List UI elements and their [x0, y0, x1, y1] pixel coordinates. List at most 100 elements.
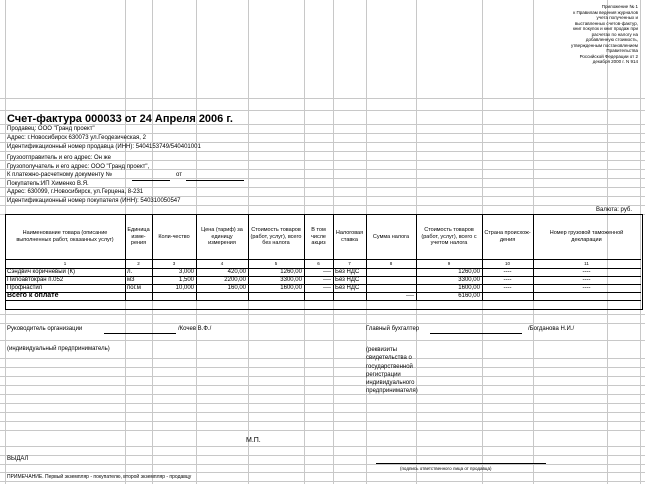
grid-row-line	[0, 376, 645, 377]
table-border	[5, 214, 643, 310]
head-signature-line	[104, 333, 176, 334]
header-gtd: Номер грузовой таможенной декларации	[549, 230, 624, 243]
cell-country: ----	[503, 269, 512, 275]
payment-date-line	[186, 180, 244, 181]
note-line: к Правилам ведения журналов	[573, 9, 638, 15]
accountant-signature-line	[430, 333, 522, 334]
grid-row-line	[0, 472, 645, 473]
cell-name: Сэндвич коричневый (К)	[7, 269, 76, 275]
seller: Продавец: ООО "Гранд проект"	[7, 126, 95, 132]
note-line: книг покупок и книг продаж при	[572, 26, 638, 31]
legal-note: Приложение № 1 к Правилам ведения журнал…	[520, 4, 638, 65]
header-name: Наименование товара (описание выполненны…	[16, 230, 114, 243]
cell-price: 2200,00	[224, 277, 246, 283]
head-label: Руководитель организации	[7, 326, 83, 332]
grid-row-line	[0, 430, 645, 431]
cell-qty: 3,000	[178, 269, 194, 275]
issued-signature-line	[376, 463, 546, 464]
column-number: 10	[504, 261, 510, 266]
shipper: Грузоотправитель и его адрес: Он же	[7, 155, 111, 161]
header-qty: Коли-чество	[158, 233, 190, 240]
cell-cost: 1260,00	[280, 269, 302, 275]
accountant-label: Главный бухгалтер	[366, 326, 420, 332]
column-number: 5	[274, 261, 278, 266]
accountant-name: /Богданова Н.И./	[528, 326, 575, 332]
table-column-line	[152, 214, 153, 300]
table-column-line	[416, 214, 417, 300]
column-number: 7	[348, 261, 351, 266]
grid-row-line	[0, 178, 645, 179]
table-column-line	[125, 214, 126, 300]
head-name: /Кочев В.Ф./	[178, 326, 212, 332]
column-number: 11	[584, 261, 589, 266]
note-line: декабря 2000 г. N 914	[592, 59, 638, 64]
grid-row-line	[0, 464, 645, 465]
cell-qty: 10,000	[175, 285, 194, 291]
header-cost: Стоимость товаров (работ, услуг), всего …	[250, 227, 302, 247]
total-sum: 6160,00	[458, 293, 480, 299]
table-column-line	[366, 214, 367, 300]
grid-row-line	[0, 196, 645, 197]
note-line: учета полученных и	[596, 15, 639, 20]
table-column-line	[248, 214, 249, 300]
issued-label: ВЫДАЛ	[7, 456, 29, 462]
grid-row-line	[0, 421, 645, 422]
header-country: Страна происхож-дения	[484, 230, 531, 243]
table-column-line	[533, 214, 534, 300]
note-line: утвержденным постановлением	[570, 42, 638, 48]
grid-row-line	[0, 367, 645, 368]
grid-row-line	[0, 142, 645, 143]
cell-rate: Без НДС	[335, 285, 360, 291]
header-rate: Налоговая ставка	[335, 230, 364, 243]
note-line: Приложение № 1	[601, 4, 638, 9]
seller-inn: Идентификационный номер продавца (ИНН): …	[7, 144, 201, 150]
cell-rate: Без НДС	[335, 269, 360, 275]
cell-price: 420,00	[227, 269, 246, 275]
stamp-label: М.П.	[246, 437, 261, 444]
table-column-line	[333, 214, 334, 300]
cell-excise: ----	[323, 277, 331, 283]
cell-cost: 1600,00	[280, 285, 302, 291]
total-label: Всего к оплате	[7, 292, 59, 299]
grid-row-line	[0, 314, 645, 315]
table-row-line	[5, 276, 641, 277]
column-number: 6	[317, 261, 320, 266]
table-column-line	[196, 214, 197, 300]
cell-country: ----	[503, 277, 512, 283]
requisites-label: (реквизиты свидетельства о государственн…	[366, 347, 418, 395]
column-number: 4	[220, 261, 224, 266]
column-number: 1	[63, 261, 67, 266]
currency: Валюта: руб.	[596, 207, 632, 213]
cell-country: ----	[503, 285, 512, 291]
grid-row-line	[0, 124, 645, 125]
grid-row-line	[0, 403, 645, 404]
cell-name: Пилоавтокран п.052	[7, 277, 64, 283]
grid-row-line	[0, 169, 645, 170]
cell-unit: м3	[127, 277, 135, 283]
grid-row-line	[0, 358, 645, 359]
header-tax: Сумма налога	[372, 233, 410, 240]
buyer-address: Адрес: 630099, г.Новосибирск, ул.Герцена…	[7, 189, 144, 195]
grid-row-line	[0, 455, 645, 456]
grid-row-line	[0, 160, 645, 161]
cell-total: 1600,00	[458, 285, 480, 291]
cell-tax	[368, 268, 414, 276]
cell-gtd: ----	[582, 269, 591, 275]
header-total: Стоимость товаров (работ, услуг), всего …	[421, 227, 477, 247]
payment-number-line	[132, 180, 170, 181]
table-row-line	[5, 284, 641, 285]
table-row-line	[5, 259, 641, 260]
header-unit: Единица изме-рения	[127, 227, 150, 247]
footnote: ПРИМЕЧАНИЕ. Первый экземпляр - покупател…	[7, 474, 192, 480]
cell-tax	[368, 284, 414, 292]
invoice-title: Счет-фактура 000033 от 24 Апреля 2006 г.	[7, 113, 233, 125]
note-line: Правительства	[606, 48, 638, 53]
grid-row-line	[0, 481, 645, 482]
header-price: Цена (тариф) за единицу измерения	[201, 227, 243, 247]
cell-cost: 3300,00	[280, 277, 302, 283]
buyer: Покупатель:ИП Хименко В.Я.	[7, 181, 89, 187]
grid-column-line	[607, 0, 608, 484]
cell-gtd: ----	[582, 285, 591, 291]
cell-gtd: ----	[582, 277, 591, 283]
